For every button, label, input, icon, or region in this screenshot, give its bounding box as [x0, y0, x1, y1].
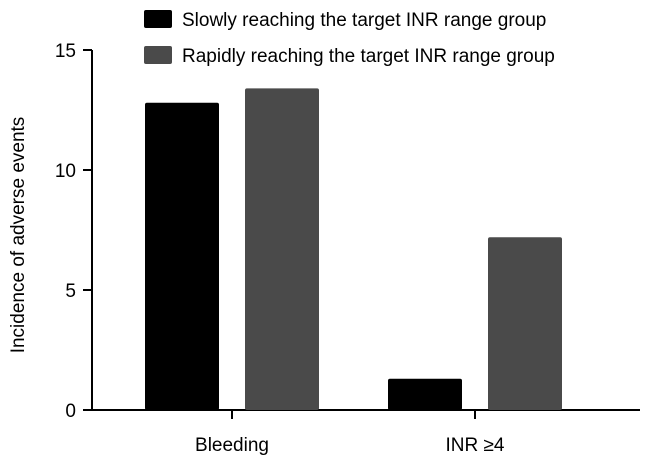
y-tick-label: 0 [65, 401, 76, 422]
y-tick-label: 15 [55, 41, 76, 62]
legend-label-rapidly: Rapidly reaching the target INR range gr… [182, 46, 555, 67]
x-tick-label: INR ≥4 [446, 435, 505, 456]
y-tick-label: 5 [65, 281, 76, 302]
x-axis-ticks: Bleeding INR ≥4 [195, 410, 505, 456]
bar-slowly-inr4 [388, 379, 462, 410]
bar-rapidly-inr4 [488, 237, 562, 410]
y-axis-title: Incidence of adverse events [8, 117, 29, 354]
bars [145, 88, 562, 410]
y-axis-ticks: 0 5 10 15 [55, 41, 92, 422]
y-tick-label: 10 [55, 161, 76, 182]
x-tick-label: Bleeding [195, 435, 269, 456]
legend-swatch-rapidly [144, 46, 172, 64]
legend-swatch-slowly [144, 10, 172, 28]
legend: Slowly reaching the target INR range gro… [144, 10, 555, 67]
bar-rapidly-bleeding [245, 88, 319, 410]
legend-label-slowly: Slowly reaching the target INR range gro… [182, 10, 546, 31]
plot-area: 0 5 10 15 Bleeding INR ≥4 [55, 41, 640, 456]
bar-slowly-bleeding [145, 103, 219, 410]
